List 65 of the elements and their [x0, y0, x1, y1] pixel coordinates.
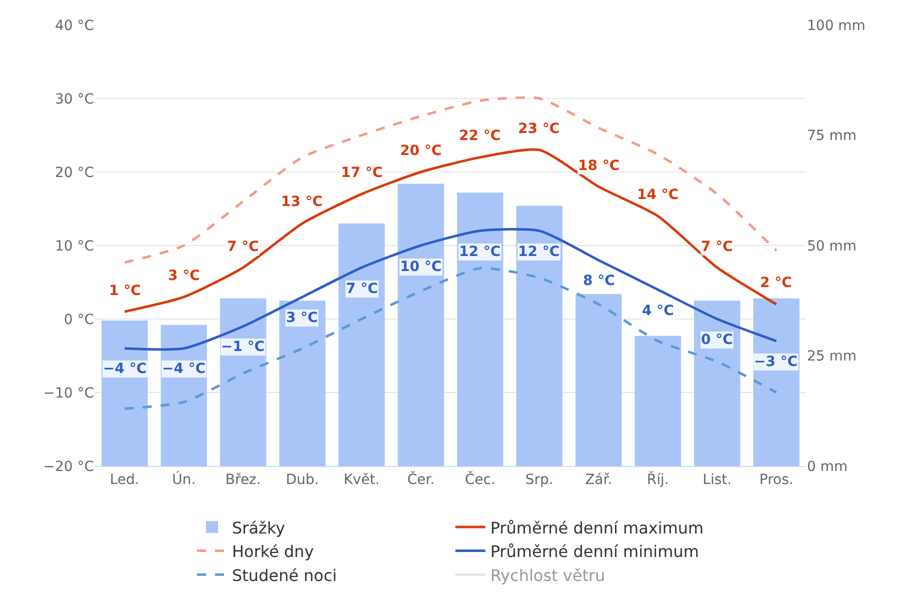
data-label: −1 °C [221, 339, 265, 355]
bar [338, 223, 385, 466]
data-label: 14 °C [637, 187, 679, 203]
data-label: 2 °C [760, 275, 792, 291]
data-label: 20 °C [400, 143, 442, 159]
x-tick-label: Zář. [585, 472, 612, 488]
x-tick-label: Břez. [225, 472, 261, 488]
legend-label: Průměrné denní minimum [490, 542, 699, 562]
data-label: 13 °C [281, 194, 323, 210]
bar [457, 192, 504, 466]
y2-tick-label: 0 mm [807, 458, 848, 475]
y2-tick-label: 25 mm [807, 348, 857, 365]
y-tick-label: 0 °C [64, 312, 94, 328]
y-tick-label: 30 °C [54, 91, 94, 108]
data-label: 7 °C [227, 239, 259, 255]
data-label: −4 °C [162, 361, 206, 377]
bar [516, 206, 562, 466]
x-tick-label: Květ. [344, 472, 380, 488]
x-tick-label: Led. [110, 472, 140, 488]
data-label: 1 °C [109, 283, 141, 299]
bar [694, 300, 740, 466]
legend-label: Horké dny [232, 542, 314, 562]
x-tick-label: Dub. [286, 472, 319, 488]
x-tick-label: Čer. [407, 470, 435, 488]
data-label: 7 °C [346, 281, 378, 297]
legend-label: Srážky [232, 518, 286, 538]
data-label: 12 °C [459, 244, 501, 260]
y2-tick-label: 50 mm [807, 238, 857, 254]
legend-label: Rychlost větru [490, 566, 606, 585]
data-label: 3 °C [286, 310, 318, 326]
data-label: 10 °C [400, 259, 442, 275]
x-tick-label: Říj. [646, 470, 669, 488]
bar [279, 300, 326, 466]
bar [576, 294, 622, 466]
data-label: 12 °C [518, 244, 560, 260]
x-tick-label: Ún. [172, 470, 196, 488]
y-tick-label: 40 °C [54, 18, 94, 34]
data-label: 8 °C [583, 273, 615, 289]
data-label: 22 °C [459, 128, 501, 144]
x-tick-label: Čec. [464, 470, 496, 488]
y2-tick-label: 100 mm [807, 18, 866, 34]
x-tick-label: Pros. [759, 472, 794, 488]
y-tick-label: −20 °C [43, 458, 94, 475]
data-label: 4 °C [642, 303, 674, 319]
data-label: −4 °C [103, 361, 147, 377]
y-tick-label: 20 °C [54, 164, 94, 181]
data-label: −3 °C [754, 354, 798, 370]
data-label: 17 °C [341, 165, 383, 181]
bar [220, 298, 266, 466]
y-tick-label: −10 °C [43, 385, 94, 402]
data-label: 0 °C [701, 332, 733, 348]
x-tick-label: Srp. [525, 472, 554, 488]
legend-label: Průměrné denní maximum [490, 518, 704, 538]
bar [102, 320, 148, 466]
data-label: 18 °C [578, 158, 620, 174]
data-label: 3 °C [168, 268, 200, 284]
y2-tick-label: 75 mm [807, 128, 857, 144]
data-label: 7 °C [701, 239, 733, 255]
data-label: 23 °C [518, 121, 560, 137]
legend-label: Studené noci [232, 566, 337, 585]
bar [398, 184, 444, 466]
y-tick-label: 10 °C [54, 238, 94, 254]
x-tick-label: List. [702, 472, 732, 488]
bar [634, 336, 681, 466]
bar [753, 298, 800, 466]
